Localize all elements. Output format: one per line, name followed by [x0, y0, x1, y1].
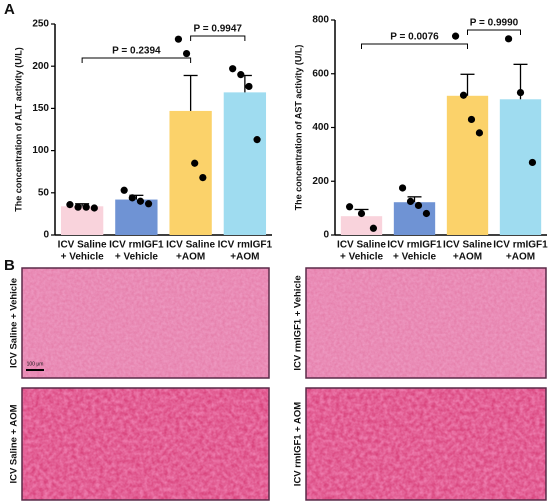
data-point — [467, 115, 476, 124]
y-tick-label: 600 — [312, 68, 329, 79]
bar — [446, 95, 489, 235]
data-point — [229, 65, 237, 73]
x-tick-label: +AOM — [230, 252, 259, 263]
annotation: P = 0.0076 — [390, 32, 439, 43]
y-tick-label: 50 — [38, 187, 50, 198]
bar — [60, 206, 104, 235]
histology-panel: ICV Saline + Vehicle 100 μm ICV rmIGF1 + V… — [9, 267, 547, 501]
image-label: ICV rmIGF1 + Vehicle — [293, 275, 304, 370]
scale-bar-label: 100 μm — [27, 361, 44, 367]
tissue-texture — [306, 388, 546, 500]
data-point — [128, 194, 136, 202]
image-label: ICV rmIGF1 + AOM — [293, 402, 304, 486]
data-point — [414, 201, 423, 210]
data-point — [174, 35, 183, 43]
annotation: P = 0.9947 — [194, 24, 243, 35]
data-point — [66, 201, 74, 209]
image-frame — [305, 267, 547, 379]
y-tick-label: 200 — [312, 176, 329, 187]
annotation: P = 0.2394 — [112, 46, 161, 57]
y-axis-label: The concentration of ALT activity (U/L) — [13, 47, 23, 212]
bar — [223, 92, 267, 235]
image-label: ICV Saline + AOM — [9, 404, 20, 483]
x-tick-label: + Vehicle — [115, 252, 159, 263]
bracket — [190, 35, 246, 41]
data-point — [74, 203, 82, 211]
data-point — [237, 71, 245, 79]
image-frame — [21, 387, 270, 501]
data-point — [345, 203, 354, 211]
data-point — [516, 88, 525, 97]
y-tick-label: 0 — [323, 230, 329, 241]
data-point — [90, 204, 98, 212]
x-tick-label: +AOM — [506, 252, 535, 263]
x-tick-label: + Vehicle — [393, 252, 437, 263]
data-point — [422, 209, 431, 218]
data-point — [120, 186, 128, 194]
x-tick-label: + Vehicle — [61, 252, 105, 263]
bar — [393, 202, 436, 235]
data-point — [253, 136, 261, 144]
data-point — [369, 224, 378, 232]
bracket — [81, 57, 192, 63]
data-point — [459, 91, 468, 99]
data-point — [191, 159, 199, 167]
y-tick-label: 150 — [32, 103, 49, 114]
panel-label: B — [4, 257, 15, 274]
annotation: P = 0.9990 — [470, 18, 519, 29]
data-point — [475, 129, 484, 137]
data-point — [398, 184, 407, 192]
data-point — [357, 209, 366, 218]
x-tick-label: ICV Saline — [443, 240, 492, 251]
bar — [499, 99, 542, 235]
x-tick-label: ICV rmIGF1 — [387, 240, 442, 251]
bracket — [467, 29, 521, 35]
y-tick-label: 800 — [312, 15, 329, 26]
y-tick-label: 200 — [32, 61, 49, 72]
bar — [340, 216, 383, 235]
x-tick-label: ICV Saline — [337, 240, 386, 251]
image-label: ICV Saline + Vehicle — [9, 278, 20, 368]
data-point — [82, 203, 90, 211]
x-tick-label: ICV rmIGF1 — [109, 240, 164, 251]
x-tick-label: +AOM — [176, 252, 205, 263]
bracket — [361, 43, 468, 49]
data-point — [406, 197, 415, 206]
image-frame — [305, 387, 547, 501]
panel-label: A — [4, 1, 15, 18]
data-point — [245, 82, 253, 91]
x-tick-label: ICV Saline — [166, 240, 215, 251]
image-frame — [21, 267, 270, 379]
data-point — [182, 49, 191, 58]
y-tick-label: 0 — [43, 230, 49, 241]
data-point — [504, 35, 513, 43]
y-tick-label: 400 — [312, 122, 329, 133]
y-tick-label: 250 — [32, 19, 49, 30]
x-tick-label: ICV Saline — [58, 240, 107, 251]
x-tick-label: ICV rmIGF1 — [493, 240, 548, 251]
x-tick-label: +AOM — [453, 252, 482, 263]
tissue-texture — [22, 268, 269, 378]
y-axis-label: The concentration of AST activity (U/L) — [293, 45, 303, 211]
tissue-texture — [22, 388, 269, 500]
data-point — [199, 174, 207, 182]
data-point — [144, 200, 153, 208]
y-tick-label: 100 — [32, 145, 49, 156]
data-point — [528, 158, 537, 167]
x-tick-label: ICV rmIGF1 — [218, 240, 273, 251]
data-point — [451, 32, 460, 40]
tissue-texture — [306, 268, 546, 378]
x-tick-label: + Vehicle — [340, 252, 384, 263]
data-point — [136, 197, 145, 205]
bar — [169, 110, 212, 235]
